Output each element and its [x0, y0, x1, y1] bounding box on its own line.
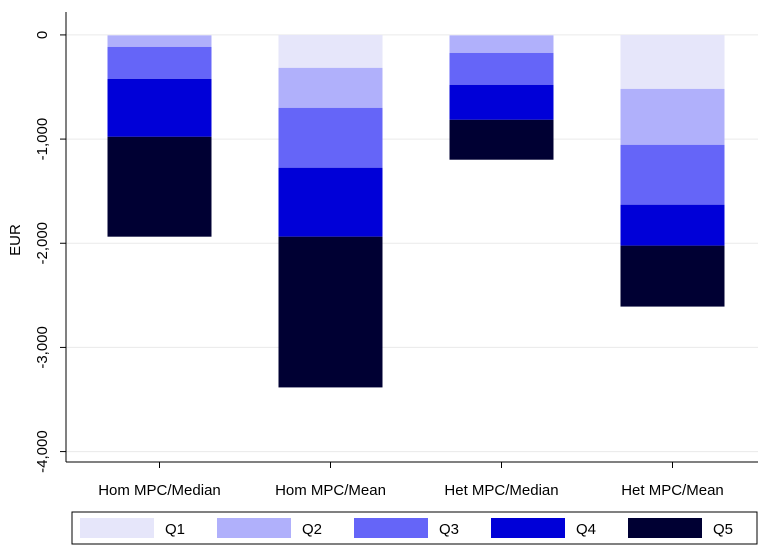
legend-label: Q4 — [576, 521, 596, 538]
legend-label: Q3 — [439, 521, 459, 538]
bar-segment — [449, 35, 554, 53]
x-tick-label: Het MPC/Mean — [621, 482, 724, 499]
legend-swatch — [80, 518, 154, 538]
legend-label: Q1 — [165, 521, 185, 538]
bar-segment — [449, 52, 554, 85]
bar-segment — [620, 245, 725, 307]
bar-segment — [449, 84, 554, 120]
bar-segment — [107, 34, 212, 36]
bar-segment — [278, 167, 383, 237]
bar-segment — [278, 107, 383, 168]
legend-swatch — [491, 518, 565, 538]
legend-swatch — [354, 518, 428, 538]
bar-segment — [620, 204, 725, 246]
bar-segment — [107, 35, 212, 47]
y-tick-label: -2,000 — [34, 222, 51, 265]
bar-segment — [449, 34, 554, 36]
bar-segment — [107, 78, 212, 137]
x-tick-label: Hom MPC/Mean — [275, 482, 386, 499]
y-tick-label: -1,000 — [34, 118, 51, 161]
legend-swatch — [217, 518, 291, 538]
bar-segment — [620, 88, 725, 145]
legend-label: Q2 — [302, 521, 322, 538]
x-tick-label: Hom MPC/Median — [98, 482, 221, 499]
bar-segment — [620, 144, 725, 205]
bar-segment — [278, 236, 383, 388]
legend-label: Q5 — [713, 521, 733, 538]
legend-swatch — [628, 518, 702, 538]
y-tick-label: -3,000 — [34, 326, 51, 369]
bar-segment — [278, 67, 383, 108]
bar-segment — [278, 34, 383, 68]
y-axis-label: EUR — [7, 224, 24, 256]
y-tick-label: 0 — [34, 31, 51, 39]
bar-segment — [107, 136, 212, 237]
bar-segment — [620, 34, 725, 89]
bar-segment — [107, 46, 212, 79]
x-tick-label: Het MPC/Median — [444, 482, 558, 499]
bar-segment — [449, 119, 554, 160]
y-tick-label: -4,000 — [34, 430, 51, 473]
